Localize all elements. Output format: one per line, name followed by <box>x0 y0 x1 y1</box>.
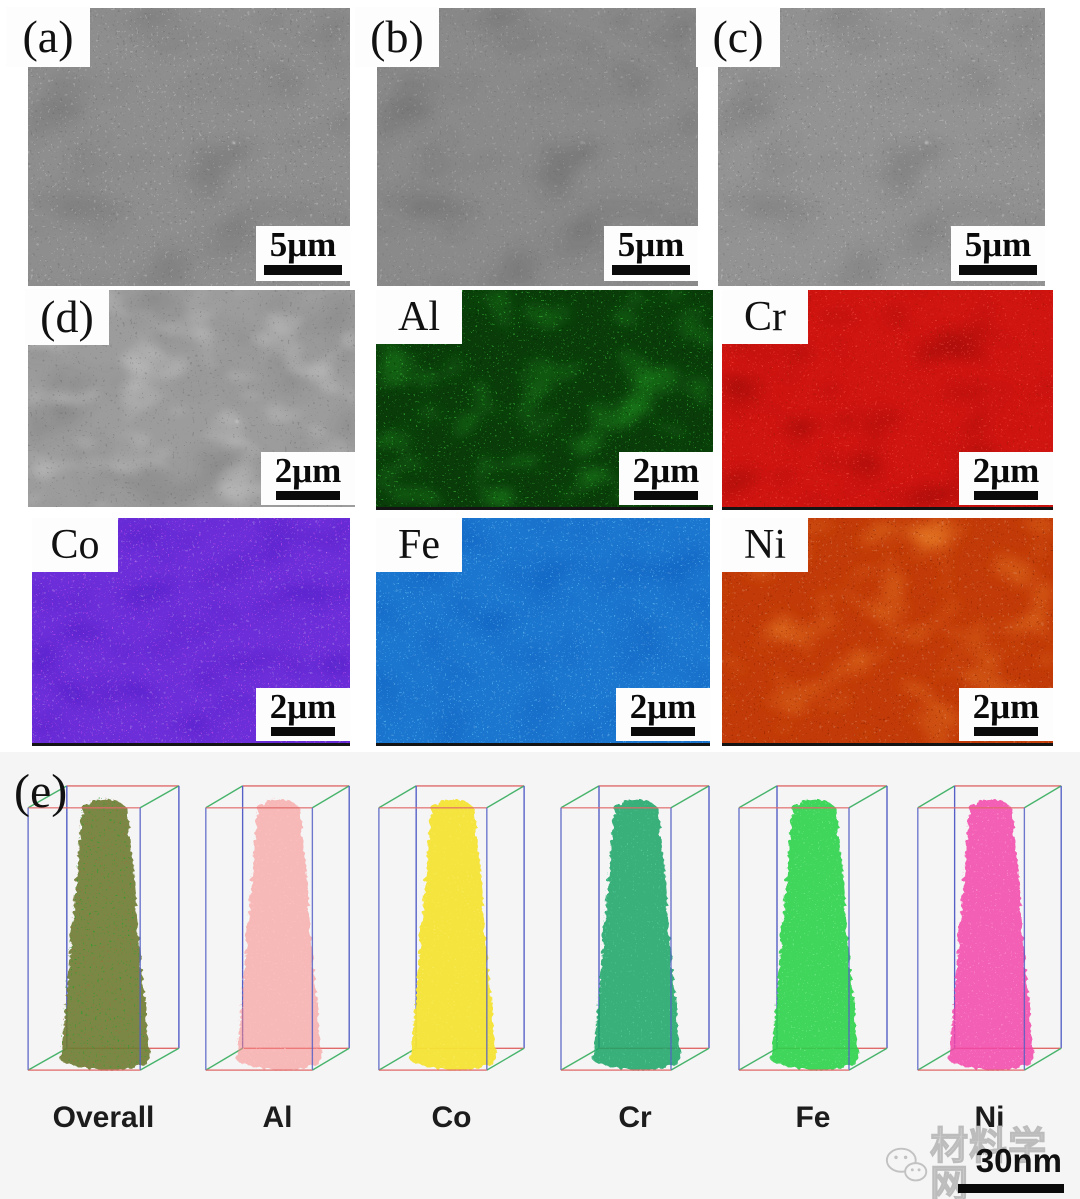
scale-bar-line <box>271 726 335 736</box>
scale-bar-line <box>959 264 1037 275</box>
eds-map-fe: Fe 2μm <box>376 518 710 743</box>
scale-bar-line <box>631 726 695 736</box>
panel-label-al: Al <box>376 290 462 344</box>
scale-text: 2μm <box>972 451 1040 490</box>
apt-tip-ni-graphic <box>917 785 1062 1071</box>
scale-bar-line <box>974 490 1038 500</box>
apt-tip-fe-graphic <box>738 785 888 1071</box>
apt-tip-label-co: Co <box>431 1101 472 1134</box>
apt-scale-bar-line <box>958 1184 1064 1193</box>
apt-tip-ni <box>912 772 1067 1090</box>
panel-label-d: (d) <box>25 289 109 345</box>
scale-bar-d: 2μm <box>261 452 355 505</box>
scale-bar-c: 5μm <box>951 226 1045 281</box>
apt-tip-co <box>373 772 530 1090</box>
panel-label-a: (a) <box>6 7 90 67</box>
apt-tip-co-graphic <box>378 785 525 1071</box>
apt-tip-label-ni: Ni <box>974 1101 1005 1134</box>
eds-map-cr: Cr 2μm <box>722 290 1053 507</box>
scale-bar-b: 5μm <box>604 226 698 281</box>
watermark-text: 材料学网 <box>930 1126 1048 1199</box>
panel-label-fe: Fe <box>376 518 462 572</box>
scale-text: 2μm <box>269 687 337 726</box>
apt-tip-label-cr: Cr <box>618 1101 652 1134</box>
apt-panel-e <box>0 752 1080 1199</box>
scale-bar-cr: 2μm <box>959 452 1053 505</box>
scale-bar-line <box>634 490 698 500</box>
scale-bar-line <box>974 726 1038 736</box>
scale-bar-co: 2μm <box>256 688 350 741</box>
scale-bar-a: 5μm <box>256 226 350 281</box>
apt-tip-label-overall: Overall <box>52 1101 155 1134</box>
apt-tip-cr <box>555 772 715 1090</box>
panel-label-co: Co <box>32 518 118 572</box>
wechat-icon <box>885 1147 928 1182</box>
apt-tip-overall-graphic <box>27 785 180 1071</box>
scale-text: 5μm <box>269 225 337 264</box>
watermark: 材料学网 <box>884 1126 1080 1199</box>
sem-texture-a <box>28 8 350 286</box>
sem-panel-d: (d) 2μm <box>25 289 355 507</box>
apt-tip-cr-graphic <box>560 785 710 1071</box>
scale-bar-al: 2μm <box>619 452 713 505</box>
scale-text: 2μm <box>632 451 700 490</box>
apt-tip-overall <box>22 772 185 1090</box>
apt-tip-fe <box>733 772 893 1090</box>
scale-text: 5μm <box>617 225 685 264</box>
scale-text: 5μm <box>964 225 1032 264</box>
eds-map-co: Co 2μm <box>32 518 350 743</box>
eds-map-al: Al 2μm <box>376 290 713 507</box>
panel-label-cr: Cr <box>722 290 808 344</box>
scale-text: 2μm <box>274 451 342 490</box>
apt-tip-al-graphic <box>205 785 350 1071</box>
scale-bar-fe: 2μm <box>616 688 710 741</box>
panel-label-c: (c) <box>696 7 780 67</box>
scale-bar-line <box>264 264 342 275</box>
apt-tip-label-fe: Fe <box>795 1101 831 1134</box>
scale-bar-ni: 2μm <box>959 688 1053 741</box>
panel-label-e: (e) <box>14 765 68 818</box>
panel-label-ni: Ni <box>722 518 808 572</box>
sem-panel-c: (c) 5μm <box>696 7 1045 286</box>
scale-text: 2μm <box>972 687 1040 726</box>
sem-panel-a: (a) 5μm <box>6 7 350 286</box>
scale-bar-line <box>276 490 340 500</box>
scale-bar-line <box>612 264 690 275</box>
panel-label-b: (b) <box>355 7 439 67</box>
apt-scale-text: 30nm <box>975 1142 1062 1179</box>
apt-tip-al <box>200 772 355 1090</box>
apt-tip-label-al: Al <box>262 1101 293 1134</box>
sem-panel-b: (b) 5μm <box>355 7 698 286</box>
eds-map-ni: Ni 2μm <box>722 518 1053 743</box>
scale-text: 2μm <box>629 687 697 726</box>
